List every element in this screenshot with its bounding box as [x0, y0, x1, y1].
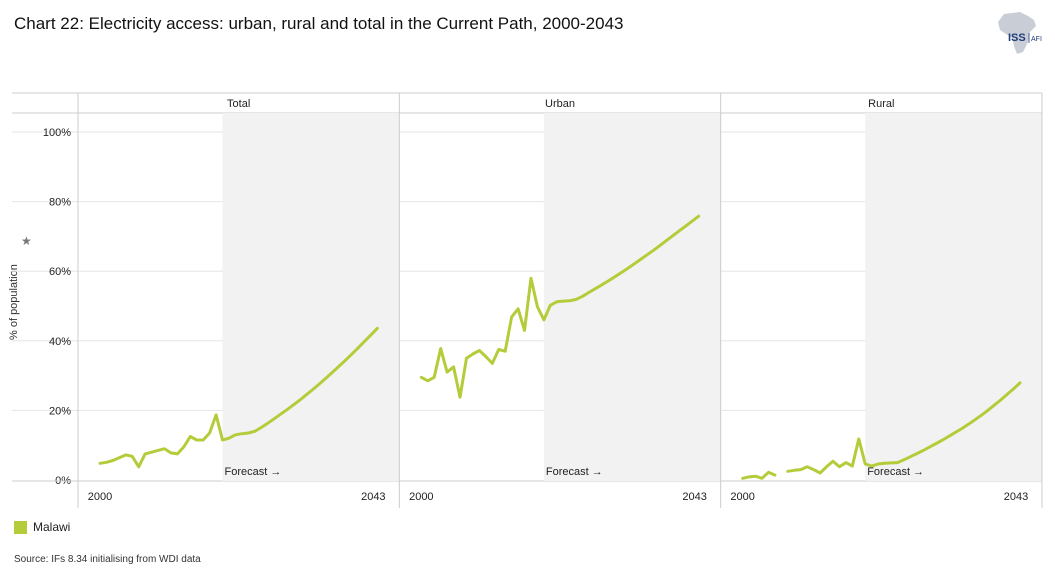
legend-swatch-malawi: [14, 520, 27, 534]
y-tick-label: 100%: [43, 127, 71, 139]
series-line-malawi-total: [98, 326, 379, 469]
pin-icon[interactable]: ★: [21, 234, 32, 248]
forecast-label: Forecast →: [546, 466, 603, 478]
y-tick-label: 60%: [49, 266, 71, 278]
series-line-malawi-rural: [741, 470, 777, 480]
x-tick-label: 2000: [730, 491, 754, 503]
forecast-band: [865, 113, 1042, 481]
series-line-malawi-rural: [786, 381, 1022, 475]
y-tick-label: 80%: [49, 197, 71, 209]
iss-afi-logo: ISS AFI: [998, 12, 1042, 54]
logo-iss-text: ISS: [1008, 32, 1026, 44]
x-tick-label: 2000: [409, 491, 433, 503]
x-tick-label: 2000: [88, 491, 112, 503]
source-note: Source: IFs 8.34 initialising from WDI d…: [14, 554, 201, 565]
x-tick-label: 2043: [682, 491, 706, 503]
panel-title-total: Total: [227, 98, 250, 110]
panel-title-rural: Rural: [868, 98, 894, 110]
forecast-band: [543, 113, 721, 481]
chart-title: Chart 22: Electricity access: urban, rur…: [14, 14, 624, 33]
legend-label-malawi: Malawi: [33, 520, 71, 534]
forecast-label: Forecast →: [867, 466, 924, 478]
forecast-band: [222, 113, 400, 481]
y-tick-label: 40%: [49, 336, 71, 348]
legend: Malawi: [14, 520, 70, 534]
series-line-malawi-urban: [419, 214, 701, 399]
x-tick-label: 2043: [1004, 491, 1028, 503]
x-tick-label: 2043: [361, 491, 385, 503]
africa-map-icon: [998, 12, 1036, 54]
panel-title-urban: Urban: [545, 98, 575, 110]
forecast-label: Forecast →: [225, 466, 282, 478]
logo-afi-text: AFI: [1031, 36, 1042, 43]
y-tick-label: 20%: [49, 405, 71, 417]
